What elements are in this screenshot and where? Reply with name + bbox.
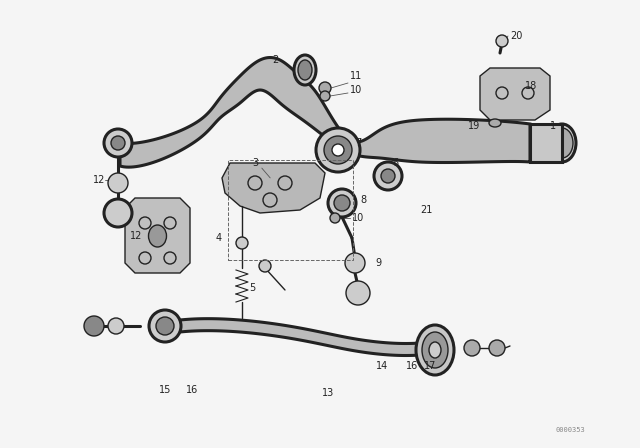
Text: 6: 6 xyxy=(392,158,398,168)
Text: 17: 17 xyxy=(424,361,436,371)
Text: 18: 18 xyxy=(525,81,537,91)
Text: 5: 5 xyxy=(249,283,255,293)
Circle shape xyxy=(334,195,350,211)
Text: 4: 4 xyxy=(216,233,222,243)
Circle shape xyxy=(319,82,331,94)
Text: 15: 15 xyxy=(159,385,171,395)
Text: 21: 21 xyxy=(420,205,433,215)
Circle shape xyxy=(84,316,104,336)
Text: 10: 10 xyxy=(352,213,364,223)
Text: 11: 11 xyxy=(350,71,362,81)
Polygon shape xyxy=(480,68,550,120)
Circle shape xyxy=(464,340,480,356)
Ellipse shape xyxy=(429,342,441,358)
Circle shape xyxy=(330,213,340,223)
Text: 8: 8 xyxy=(360,195,366,205)
Text: 12: 12 xyxy=(130,231,142,241)
Text: 3: 3 xyxy=(252,158,258,168)
Text: 20: 20 xyxy=(510,31,522,41)
Ellipse shape xyxy=(548,124,576,162)
Circle shape xyxy=(236,237,248,249)
Text: 7: 7 xyxy=(355,138,361,148)
Text: 0000353: 0000353 xyxy=(556,427,585,433)
Circle shape xyxy=(374,162,402,190)
Circle shape xyxy=(328,189,356,217)
Bar xyxy=(530,124,562,162)
Circle shape xyxy=(316,128,360,172)
Text: 16: 16 xyxy=(186,385,198,395)
Circle shape xyxy=(320,91,330,101)
Polygon shape xyxy=(222,163,325,213)
Text: 19: 19 xyxy=(468,121,480,131)
Ellipse shape xyxy=(422,332,448,368)
Polygon shape xyxy=(180,319,420,356)
Circle shape xyxy=(156,317,174,335)
Circle shape xyxy=(381,169,395,183)
Ellipse shape xyxy=(148,225,166,247)
Ellipse shape xyxy=(489,119,501,127)
Circle shape xyxy=(324,136,352,164)
Text: 2: 2 xyxy=(272,55,278,65)
Polygon shape xyxy=(120,57,530,167)
Ellipse shape xyxy=(298,60,312,80)
Circle shape xyxy=(149,310,181,342)
Circle shape xyxy=(259,260,271,272)
Circle shape xyxy=(496,35,508,47)
Circle shape xyxy=(346,281,370,305)
Circle shape xyxy=(111,136,125,150)
Circle shape xyxy=(108,318,124,334)
Text: 9: 9 xyxy=(375,258,381,268)
Ellipse shape xyxy=(294,55,316,85)
Circle shape xyxy=(108,173,128,193)
Text: 14: 14 xyxy=(376,361,388,371)
Text: 1: 1 xyxy=(550,121,556,131)
Polygon shape xyxy=(125,198,190,273)
Circle shape xyxy=(104,129,132,157)
Ellipse shape xyxy=(551,128,573,158)
Text: 13: 13 xyxy=(322,388,334,398)
Text: 16: 16 xyxy=(406,361,418,371)
Circle shape xyxy=(332,144,344,156)
Circle shape xyxy=(489,340,505,356)
Circle shape xyxy=(104,199,132,227)
Text: 10: 10 xyxy=(350,85,362,95)
Circle shape xyxy=(345,253,365,273)
Text: 12: 12 xyxy=(93,175,105,185)
Ellipse shape xyxy=(416,325,454,375)
